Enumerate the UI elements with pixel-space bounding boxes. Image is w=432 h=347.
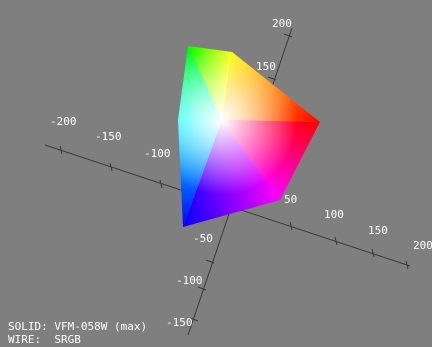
axis-label: -50 [193, 232, 213, 245]
axis-label: 50 [284, 193, 297, 206]
axis-label: -100 [144, 147, 171, 160]
axis-label: -150 [166, 316, 193, 329]
axis-label: 150 [368, 224, 388, 237]
legend-wire: WIRE: SRGB [8, 333, 81, 346]
axis-label: 150 [256, 60, 276, 73]
axis-label: 100 [324, 208, 344, 221]
axis-label: -100 [176, 274, 203, 287]
axis-ticks [59, 33, 409, 322]
axis-label: 200 [272, 17, 292, 30]
axis-label: 200 [413, 239, 432, 252]
gamut-solid [178, 46, 320, 227]
axis-label: -200 [50, 115, 77, 128]
axis-label: -150 [95, 130, 122, 143]
legend-solid: SOLID: VFM-058W (max) [8, 320, 147, 333]
